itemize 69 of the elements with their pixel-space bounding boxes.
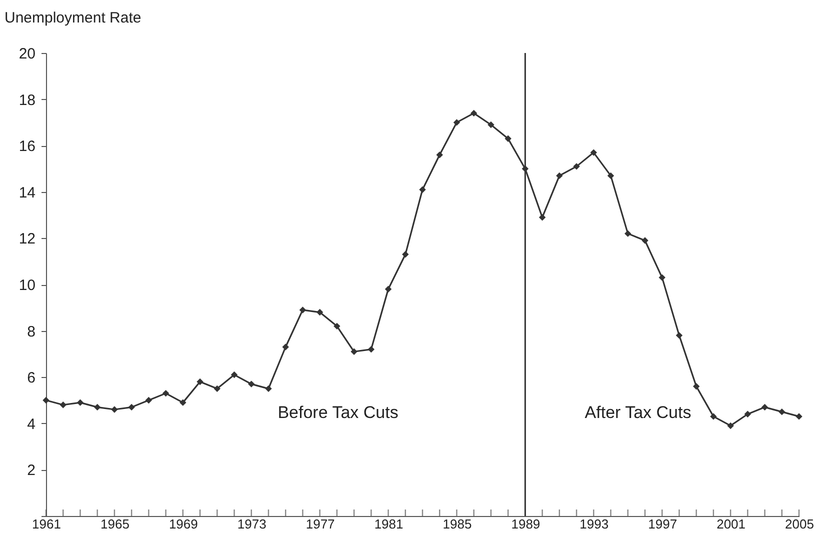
point [316, 308, 324, 316]
point [796, 413, 802, 420]
point [42, 396, 50, 404]
point [470, 110, 478, 117]
point [128, 404, 135, 411]
point [590, 149, 597, 156]
point [94, 404, 101, 411]
point [710, 413, 717, 420]
point [488, 121, 494, 128]
point [642, 237, 648, 244]
point [230, 371, 238, 378]
point [299, 306, 306, 314]
y-tick-label: 8 [27, 323, 36, 340]
point [368, 346, 375, 353]
x-tick-label: 1961 [32, 516, 61, 532]
y-axis-title: Unemployment Rate [4, 10, 142, 26]
x-tick-label: 1989 [511, 516, 540, 532]
x-tick-label: 1981 [374, 516, 404, 532]
point [778, 408, 786, 416]
point [692, 383, 700, 390]
point [727, 422, 734, 430]
point [624, 230, 632, 237]
point [384, 286, 392, 292]
annotation: After Tax Cuts [584, 403, 692, 422]
point [214, 385, 220, 392]
x-tick-label: 1965 [100, 516, 130, 532]
point [556, 172, 563, 180]
x-tick-label: 1985 [442, 516, 472, 532]
point [111, 406, 118, 413]
point [419, 186, 426, 193]
point [196, 378, 204, 386]
y-tick-label: 16 [18, 138, 36, 156]
annotation: Before Tax Cuts [278, 403, 398, 422]
point [282, 344, 289, 350]
point [60, 402, 66, 408]
point [573, 163, 580, 170]
x-tick-label: 1977 [306, 516, 335, 532]
point [162, 390, 170, 397]
y-tick-label: 2 [27, 462, 36, 480]
point [402, 251, 409, 258]
point [265, 385, 272, 392]
point [538, 214, 546, 221]
y-tick-label: 18 [18, 92, 36, 109]
x-tick-label: 2001 [716, 516, 746, 532]
x-tick-label: 1969 [168, 516, 198, 532]
x-tick-label: 2005 [785, 516, 814, 532]
point [658, 274, 666, 281]
point [436, 152, 443, 158]
x-tick-label: 1993 [580, 516, 609, 532]
x-tick-label: 1997 [648, 516, 678, 532]
point [607, 172, 614, 180]
point [761, 404, 768, 411]
point [504, 135, 512, 142]
point [350, 348, 358, 355]
point [334, 322, 340, 330]
y-tick-label: 12 [18, 230, 36, 248]
point [180, 399, 186, 406]
x-tick-label: 1973 [237, 516, 266, 532]
point [453, 119, 460, 126]
y-tick-label: 20 [18, 46, 36, 62]
y-tick-label: 6 [27, 370, 36, 387]
y-tick-label: 10 [18, 277, 36, 294]
point [248, 380, 255, 388]
point [676, 332, 683, 339]
y-tick-label: 14 [18, 184, 36, 202]
point [145, 396, 152, 404]
y-tick-label: 4 [27, 416, 36, 433]
point [76, 399, 84, 406]
point [744, 410, 752, 418]
